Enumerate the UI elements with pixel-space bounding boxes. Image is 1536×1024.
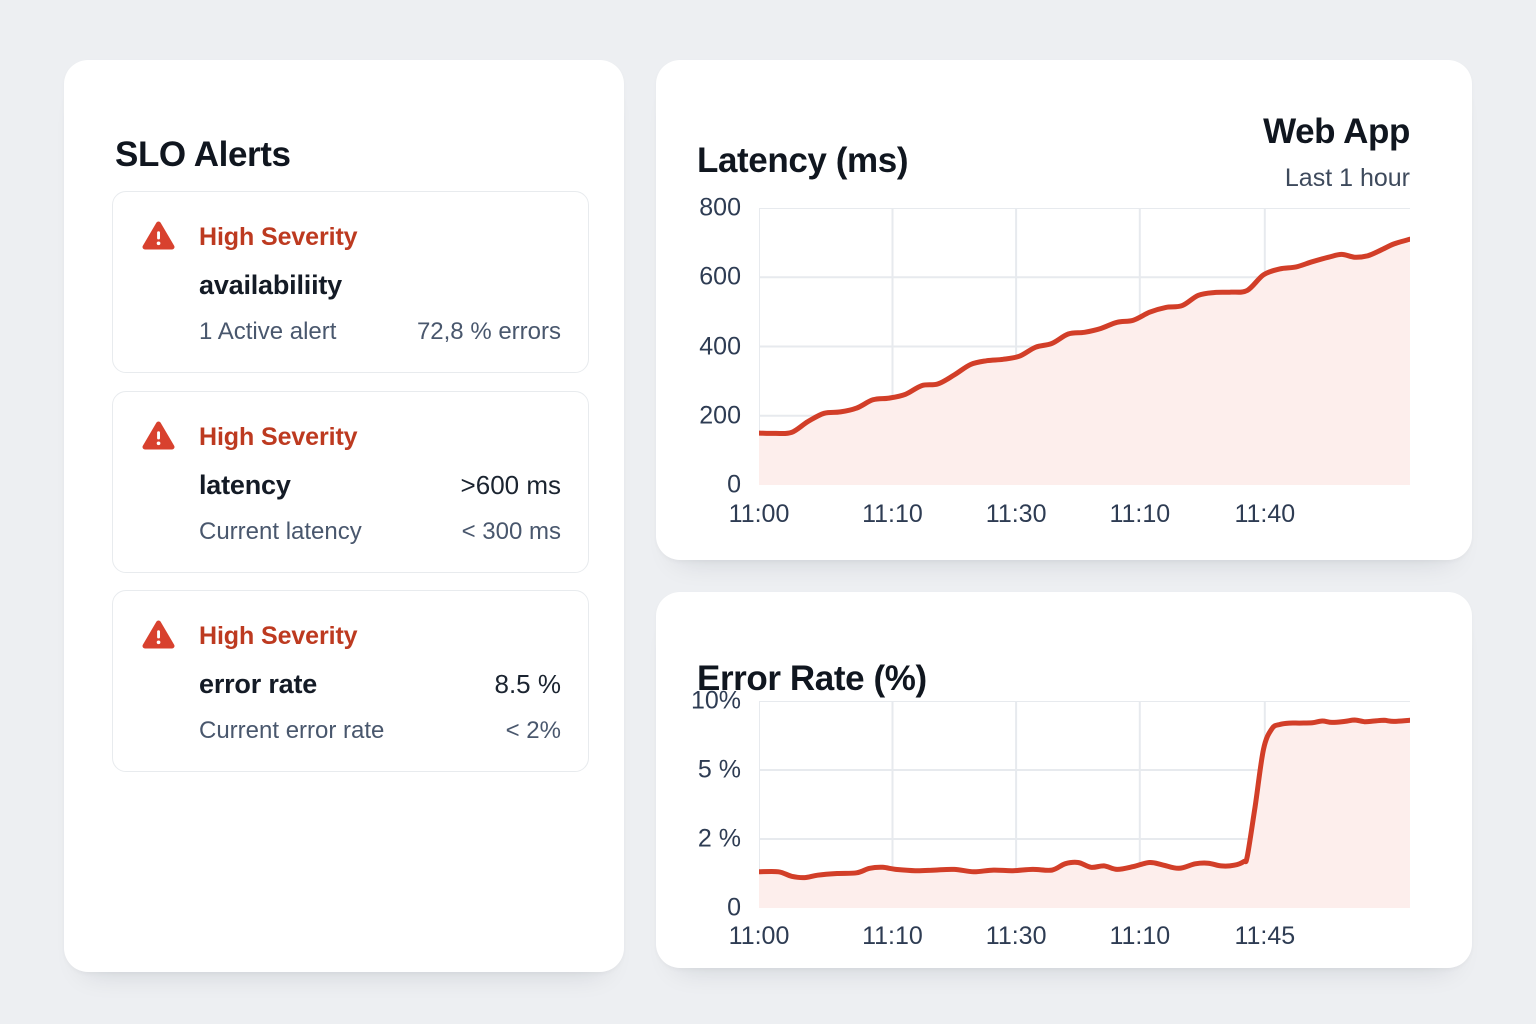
error-rate-y-axis: 0 2 % 5 % 10% [656,687,741,922]
error-rate-x-axis: 11:00 11:10 11:30 11:10 11:45 [729,922,1410,954]
error-rate-chart-title: Error Rate (%) [697,659,927,699]
x-tick-label: 11:30 [985,922,1047,950]
error-rate-chart-panel: Error Rate (%) 0 2 % 5 % 10% 11:00 11:10 11:3… [656,592,1472,968]
y-tick-label: 600 [699,262,741,291]
alert-title-value: >600 ms [460,470,561,500]
series-area [759,239,1410,485]
alert-sub-value: < 300 ms [461,518,561,545]
slo-alerts-panel: SLO Alerts High Severity availabiliity 1… [64,60,624,972]
y-tick-label: 0 [727,893,741,922]
y-tick-label: 2 % [697,824,741,853]
x-tick-label: 11:00 [728,500,790,528]
error-rate-plot-area [756,700,1413,909]
x-tick-label: 11:30 [985,500,1047,528]
warning-icon [142,221,175,250]
alert-card-error-rate[interactable]: High Severity error rate 8.5 % Current e… [112,590,589,772]
alert-sub-label: 1 Active alert [199,318,337,345]
series-line [756,717,1413,881]
alert-sub-value: < 2% [505,717,561,744]
alert-sub-value: 72,8 % errors [416,318,561,345]
series-area [759,720,1410,908]
alert-sub-label: Current latency [199,518,362,545]
alert-title: latency [199,470,291,500]
alert-title-value: 8.5 % [494,669,562,699]
series-line [756,236,1413,437]
y-tick-label: 200 [699,401,741,430]
alert-card-availability[interactable]: High Severity availabiliity 1 Active ale… [112,191,589,373]
slo-alerts-title: SLO Alerts [115,135,291,175]
x-tick-label: 11:10 [862,500,923,528]
x-tick-label: 11:45 [1234,922,1296,950]
chart-source-label: Web App [1263,112,1410,151]
alert-severity: High Severity [199,622,358,650]
x-tick-label: 11:00 [728,922,790,950]
warning-icon [142,421,175,450]
alert-title: error rate [199,669,318,699]
error-rate-chart [756,700,1413,909]
latency-chart [756,207,1413,486]
latency-plot-area [756,207,1413,486]
latency-chart-title: Latency (ms) [697,141,909,181]
latency-x-axis: 11:00 11:10 11:30 11:10 11:40 [729,500,1410,532]
chart-time-range-label: Last 1 hour [1284,164,1410,192]
y-tick-label: 0 [727,470,741,499]
latency-chart-panel: Latency (ms) Web App Last 1 hour 0 200 400… [656,60,1472,560]
alert-title: availabiliity [199,270,342,300]
alert-severity: High Severity [199,423,358,451]
x-tick-label: 11:10 [862,922,923,950]
y-tick-label: 10% [690,686,741,715]
x-tick-label: 11:40 [1234,500,1296,528]
y-tick-label: 800 [699,193,741,222]
latency-y-axis: 0 200 400 600 800 [656,194,741,499]
alert-sub-label: Current error rate [199,717,385,744]
x-tick-label: 11:10 [1109,500,1171,528]
y-tick-label: 5 % [697,755,741,784]
alert-severity: High Severity [199,223,358,251]
y-tick-label: 400 [699,332,741,360]
warning-icon [142,620,175,649]
alert-card-latency[interactable]: High Severity latency >600 ms Current la… [112,391,589,573]
x-tick-label: 11:10 [1109,922,1171,950]
